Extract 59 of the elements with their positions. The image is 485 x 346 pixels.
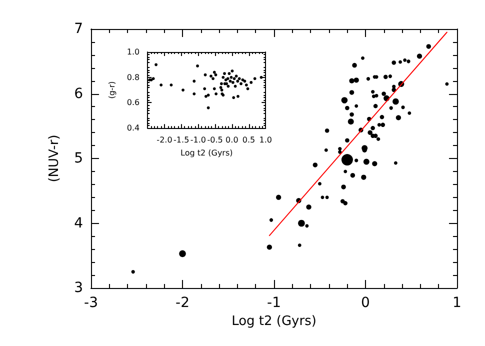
point — [212, 77, 215, 80]
x-tick-label: -1 — [267, 295, 281, 311]
point — [220, 82, 223, 86]
y-tick-label: 5 — [74, 150, 83, 166]
point — [236, 80, 240, 83]
point — [253, 77, 256, 80]
x-tick-label: -2.0 — [156, 136, 172, 145]
x-tick-label: -0.5 — [207, 136, 223, 145]
point — [250, 80, 253, 84]
point — [196, 64, 199, 68]
point — [210, 74, 212, 78]
point — [230, 70, 234, 72]
x-axis-title: Log t2 (Gyrs) — [180, 148, 233, 158]
x-tick-label: 0 — [361, 295, 370, 311]
y-tick-label: 3 — [74, 280, 83, 296]
y-tick-label: 0.4 — [126, 124, 140, 133]
y-axis-title: (NUV-r) — [47, 134, 62, 182]
point — [232, 77, 236, 80]
point — [192, 80, 196, 83]
point — [170, 84, 173, 86]
y-tick-label: 4 — [74, 215, 84, 232]
x-tick-label: -1.0 — [190, 136, 206, 145]
point — [222, 76, 225, 79]
x-tick-label: -3 — [84, 295, 98, 311]
y-tick-label: 1.0 — [126, 48, 140, 56]
x-axis-title: Log t2 (Gyrs) — [232, 314, 316, 329]
x-tick-label: -1.5 — [174, 136, 190, 145]
point — [160, 84, 163, 86]
x-tick-label: 0.5 — [242, 136, 256, 145]
point — [206, 106, 210, 110]
y-tick-label: 0.8 — [126, 72, 140, 82]
point — [223, 72, 226, 76]
y-tick-label: 7 — [74, 21, 83, 37]
point — [206, 94, 210, 97]
x-tick-label: 0.0 — [226, 136, 238, 145]
y-tick-label: 0.6 — [126, 98, 140, 108]
point — [228, 72, 231, 76]
point — [220, 88, 224, 92]
point — [212, 70, 216, 74]
point — [238, 77, 241, 80]
point — [244, 84, 248, 86]
point — [182, 88, 184, 92]
y-axis-title: (g-r) — [108, 81, 116, 99]
x-tick-label: 1.0 — [259, 136, 272, 145]
point — [236, 94, 240, 98]
x-tick-label: -2 — [176, 295, 190, 311]
point — [203, 87, 206, 90]
x-tick-label: 1 — [452, 295, 462, 311]
point — [219, 86, 222, 89]
point — [231, 80, 234, 84]
point — [232, 96, 236, 100]
point — [192, 92, 196, 96]
point — [240, 82, 242, 86]
point — [214, 92, 218, 96]
point — [246, 87, 250, 90]
point — [204, 94, 208, 98]
y-tick-label: 6 — [74, 86, 84, 102]
point — [234, 74, 238, 78]
point — [154, 63, 158, 66]
